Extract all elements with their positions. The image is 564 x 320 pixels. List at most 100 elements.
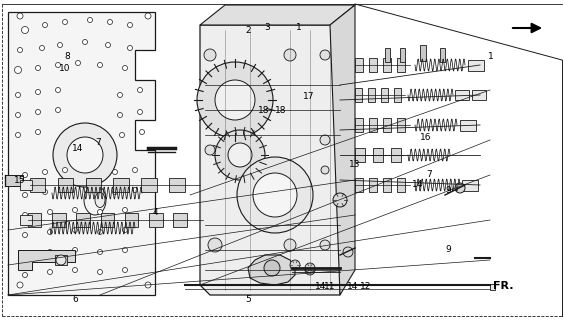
Circle shape [122, 268, 127, 273]
Circle shape [98, 62, 103, 68]
Circle shape [87, 18, 92, 22]
Circle shape [21, 27, 29, 34]
Polygon shape [200, 25, 340, 295]
Bar [355, 148, 365, 162]
Circle shape [63, 188, 68, 193]
Bar [490, 284, 495, 290]
Circle shape [47, 269, 52, 275]
Bar [141, 178, 157, 192]
Circle shape [215, 80, 255, 120]
Bar [30, 178, 46, 192]
Text: 3: 3 [264, 23, 270, 32]
Circle shape [56, 255, 66, 265]
Circle shape [127, 22, 133, 28]
Text: 11: 11 [324, 282, 336, 291]
Text: 6: 6 [72, 295, 78, 304]
Circle shape [264, 260, 280, 276]
Circle shape [15, 113, 20, 117]
Text: 7: 7 [426, 170, 431, 179]
Circle shape [55, 87, 60, 92]
Bar [373, 148, 383, 162]
Circle shape [47, 229, 52, 235]
Text: 16: 16 [420, 133, 431, 142]
Text: 5: 5 [245, 295, 251, 304]
Text: 9: 9 [446, 186, 451, 195]
Circle shape [36, 90, 41, 94]
Bar [169, 178, 184, 192]
Text: 14: 14 [412, 180, 423, 188]
Circle shape [98, 269, 103, 275]
Circle shape [320, 135, 330, 145]
Circle shape [36, 66, 41, 70]
Polygon shape [18, 250, 75, 270]
Circle shape [55, 108, 60, 113]
Bar [355, 178, 363, 192]
Circle shape [47, 210, 52, 214]
Circle shape [122, 66, 127, 70]
Circle shape [145, 13, 151, 19]
Circle shape [139, 130, 144, 134]
Bar [440, 48, 445, 62]
Bar [460, 120, 476, 131]
Circle shape [320, 240, 330, 250]
Circle shape [73, 268, 77, 273]
Bar [77, 213, 90, 227]
Circle shape [138, 87, 143, 92]
Circle shape [17, 13, 23, 19]
Circle shape [343, 247, 353, 257]
Bar [58, 178, 73, 192]
Circle shape [215, 130, 265, 180]
Text: 14: 14 [347, 282, 358, 291]
Text: 2: 2 [245, 26, 251, 35]
Circle shape [108, 20, 112, 25]
Bar [398, 118, 406, 132]
Bar [125, 213, 138, 227]
Bar [149, 213, 162, 227]
Circle shape [23, 193, 28, 197]
Bar [400, 48, 405, 62]
Circle shape [204, 49, 216, 61]
Circle shape [105, 43, 111, 47]
Circle shape [112, 189, 117, 195]
Bar [391, 148, 401, 162]
Circle shape [208, 238, 222, 252]
Ellipse shape [84, 185, 106, 215]
Circle shape [305, 265, 315, 275]
Bar [381, 88, 388, 102]
Bar [420, 45, 426, 61]
Bar [55, 255, 67, 265]
Circle shape [23, 252, 28, 258]
Text: 1: 1 [488, 52, 494, 60]
Circle shape [36, 109, 41, 115]
Bar [398, 178, 406, 192]
Circle shape [53, 123, 117, 187]
Bar [86, 178, 101, 192]
Text: FR.: FR. [494, 281, 514, 292]
Circle shape [17, 282, 23, 288]
Circle shape [47, 250, 52, 254]
Circle shape [98, 250, 103, 254]
Circle shape [320, 50, 330, 60]
Circle shape [73, 247, 77, 252]
Bar [385, 48, 390, 62]
Text: 7: 7 [95, 138, 100, 147]
Polygon shape [248, 255, 295, 285]
Bar [369, 118, 377, 132]
Circle shape [23, 233, 28, 237]
Text: 12: 12 [360, 282, 371, 291]
Bar [384, 58, 391, 72]
Bar [52, 213, 65, 227]
Circle shape [290, 260, 300, 270]
Text: 14: 14 [72, 144, 83, 153]
Circle shape [205, 145, 215, 155]
Bar [369, 58, 377, 72]
Bar [398, 58, 406, 72]
Bar [355, 118, 363, 132]
Text: 18: 18 [258, 106, 270, 115]
Bar [173, 213, 187, 227]
Bar [113, 178, 129, 192]
Bar [368, 88, 375, 102]
Circle shape [42, 22, 47, 28]
Bar [468, 60, 484, 71]
Circle shape [122, 228, 127, 233]
